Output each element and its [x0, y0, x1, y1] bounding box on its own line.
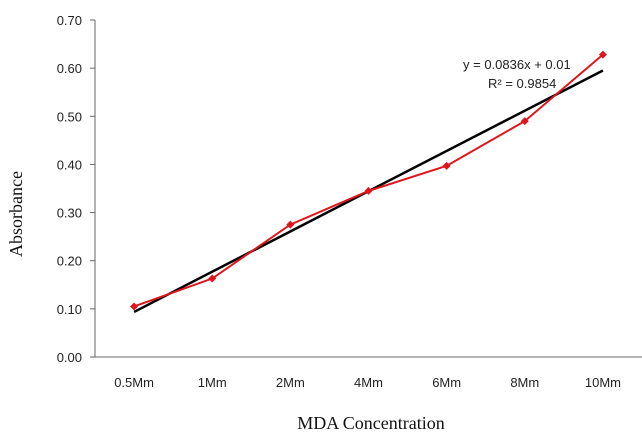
y-tick-label: 0.40 — [57, 157, 82, 172]
y-tick-label: 0.70 — [57, 13, 82, 28]
data-point-marker — [442, 161, 451, 170]
data-point-marker — [598, 50, 607, 59]
y-tick-label: 0.10 — [57, 302, 82, 317]
y-tick-label: 0.20 — [57, 254, 82, 269]
y-tick-label: 0.60 — [57, 61, 82, 76]
y-axis-ticks: 0.00 0.10 0.20 0.30 0.40 0.50 0.60 0.70 — [57, 13, 95, 365]
x-tick-label: 1Mm — [198, 375, 227, 390]
data-point-marker — [130, 302, 139, 311]
x-tick-label: 6Mm — [432, 375, 461, 390]
x-tick-label: 0.5Mm — [114, 375, 154, 390]
x-tick-label: 4Mm — [354, 375, 383, 390]
data-point-marker — [520, 117, 529, 126]
x-tick-label: 8Mm — [510, 375, 539, 390]
x-axis-ticks: 0.5Mm 1Mm 2Mm 4Mm 6Mm 8Mm 10Mm — [114, 375, 621, 390]
y-tick-label: 0.00 — [57, 350, 82, 365]
x-tick-label: 2Mm — [276, 375, 305, 390]
data-point-marker — [364, 186, 373, 195]
x-axis-title: MDA Concentration — [297, 413, 444, 433]
series-line — [133, 53, 604, 308]
y-tick-label: 0.30 — [57, 206, 82, 221]
y-tick-label: 0.50 — [57, 109, 82, 124]
trendline-equation: y = 0.0836x + 0.01 — [463, 57, 571, 72]
x-tick-label: 10Mm — [585, 375, 621, 390]
trendline-r-squared: R² = 0.9854 — [488, 76, 556, 91]
data-point-marker — [286, 220, 295, 229]
data-series — [130, 50, 607, 311]
data-point-marker — [208, 274, 217, 283]
y-axis-title: Absorbance — [6, 171, 26, 257]
